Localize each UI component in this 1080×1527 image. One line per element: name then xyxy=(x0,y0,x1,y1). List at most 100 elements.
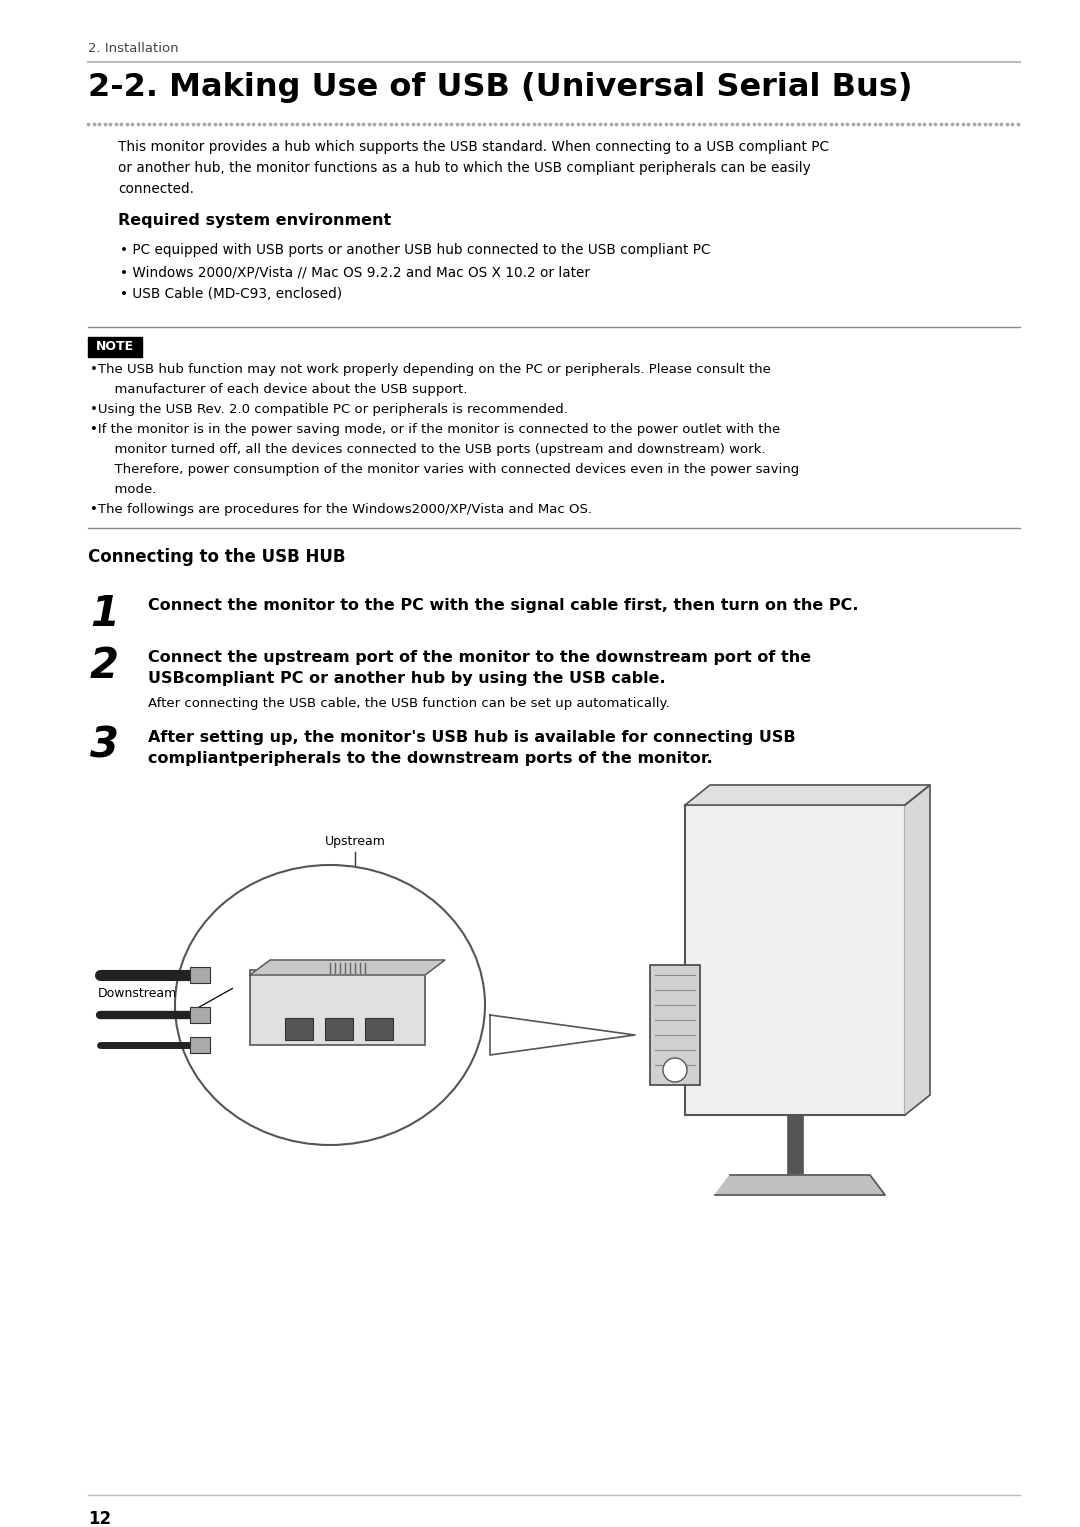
Point xyxy=(79,111,96,136)
Point xyxy=(580,111,597,136)
Point xyxy=(525,111,542,136)
Point xyxy=(349,111,366,136)
Polygon shape xyxy=(249,960,445,976)
Point xyxy=(140,111,158,136)
Point xyxy=(954,111,971,136)
Point xyxy=(201,111,218,136)
Polygon shape xyxy=(490,1015,635,1055)
Text: • PC equipped with USB ports or another USB hub connected to the USB compliant P: • PC equipped with USB ports or another … xyxy=(120,243,711,257)
Point xyxy=(299,111,316,136)
Point xyxy=(503,111,521,136)
Text: compliantperipherals to the downstream ports of the monitor.: compliantperipherals to the downstream p… xyxy=(148,751,713,767)
Point xyxy=(701,111,718,136)
Point xyxy=(420,111,437,136)
Point xyxy=(393,111,410,136)
Point xyxy=(937,111,955,136)
Circle shape xyxy=(663,1058,687,1083)
Point xyxy=(690,111,707,136)
Point xyxy=(354,111,372,136)
Text: • USB Cable (MD-C93, enclosed): • USB Cable (MD-C93, enclosed) xyxy=(120,287,342,301)
Point xyxy=(134,111,151,136)
Point xyxy=(249,111,267,136)
Point xyxy=(267,111,284,136)
Point xyxy=(756,111,773,136)
Point xyxy=(772,111,789,136)
Point xyxy=(162,111,179,136)
Text: •If the monitor is in the power saving mode, or if the monitor is connected to t: •If the monitor is in the power saving m… xyxy=(90,423,780,437)
Point xyxy=(107,111,124,136)
Point xyxy=(728,111,745,136)
Point xyxy=(849,111,866,136)
Text: Connect the upstream port of the monitor to the downstream port of the: Connect the upstream port of the monitor… xyxy=(148,651,811,664)
Point xyxy=(157,111,174,136)
FancyBboxPatch shape xyxy=(325,1019,353,1040)
Point xyxy=(745,111,762,136)
Point xyxy=(365,111,382,136)
Point xyxy=(843,111,861,136)
Point xyxy=(519,111,537,136)
Text: 2: 2 xyxy=(90,644,119,687)
Point xyxy=(431,111,448,136)
Point xyxy=(932,111,949,136)
Point xyxy=(552,111,569,136)
Point xyxy=(585,111,603,136)
Point xyxy=(388,111,405,136)
Text: mode.: mode. xyxy=(106,483,157,496)
Text: USBcompliant PC or another hub by using the USB cable.: USBcompliant PC or another hub by using … xyxy=(148,670,665,686)
Point xyxy=(630,111,647,136)
Point xyxy=(696,111,713,136)
Point xyxy=(194,111,212,136)
Point xyxy=(436,111,455,136)
Point xyxy=(976,111,994,136)
Point xyxy=(822,111,839,136)
Point xyxy=(612,111,630,136)
Point xyxy=(228,111,245,136)
Point xyxy=(409,111,427,136)
Point xyxy=(178,111,195,136)
Point xyxy=(536,111,553,136)
Point xyxy=(1009,111,1026,136)
Point xyxy=(993,111,1010,136)
Point xyxy=(921,111,939,136)
Point xyxy=(596,111,613,136)
Point xyxy=(575,111,592,136)
Point xyxy=(778,111,795,136)
FancyBboxPatch shape xyxy=(190,1037,210,1054)
Point xyxy=(530,111,548,136)
Point xyxy=(882,111,900,136)
Point xyxy=(943,111,960,136)
Point xyxy=(827,111,845,136)
Point xyxy=(893,111,910,136)
Point xyxy=(475,111,492,136)
Point xyxy=(635,111,652,136)
Point xyxy=(514,111,531,136)
Point xyxy=(261,111,279,136)
Text: 12: 12 xyxy=(87,1510,111,1527)
Text: Required system environment: Required system environment xyxy=(118,212,391,228)
Point xyxy=(91,111,108,136)
Point xyxy=(899,111,916,136)
Point xyxy=(272,111,289,136)
Point xyxy=(255,111,272,136)
Text: NOTE: NOTE xyxy=(96,341,134,353)
Point xyxy=(569,111,586,136)
Point xyxy=(795,111,812,136)
Point xyxy=(327,111,345,136)
Point xyxy=(788,111,806,136)
Point xyxy=(872,111,889,136)
Point xyxy=(244,111,261,136)
Text: Downstream: Downstream xyxy=(98,986,177,1000)
Point xyxy=(717,111,734,136)
Point xyxy=(855,111,873,136)
Point xyxy=(370,111,388,136)
Point xyxy=(909,111,927,136)
Point xyxy=(673,111,690,136)
Point xyxy=(509,111,526,136)
Text: 2-2. Making Use of USB (Universal Serial Bus): 2-2. Making Use of USB (Universal Serial… xyxy=(87,72,913,102)
Point xyxy=(382,111,400,136)
Text: monitor turned off, all the devices connected to the USB ports (upstream and dow: monitor turned off, all the devices conn… xyxy=(106,443,766,457)
FancyBboxPatch shape xyxy=(190,967,210,983)
Point xyxy=(448,111,465,136)
Point xyxy=(838,111,855,136)
Ellipse shape xyxy=(175,864,485,1145)
